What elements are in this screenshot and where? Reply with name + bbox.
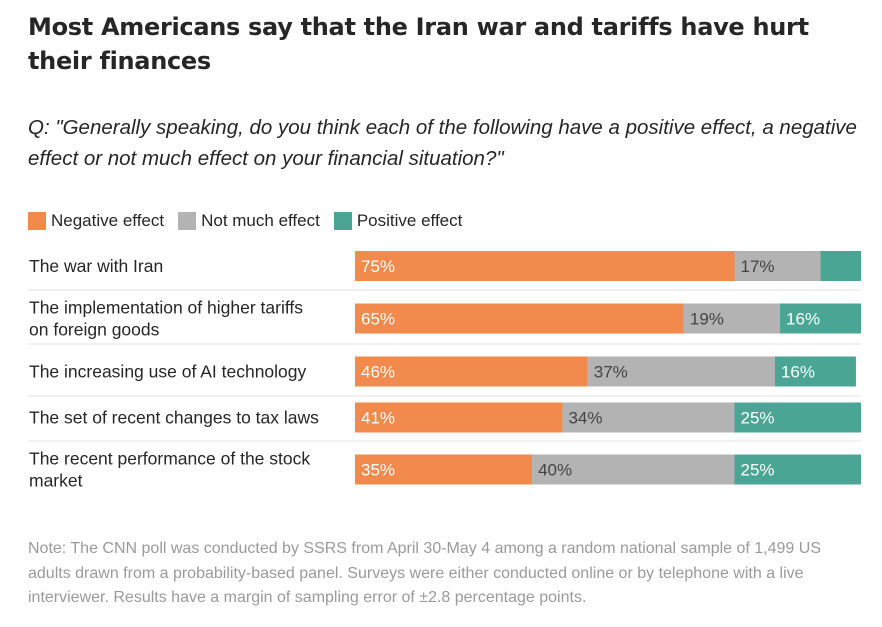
bar-segment-not-much [734,251,821,281]
category-label: The increasing use of AI technology [29,362,307,382]
data-label-positive: 16% [786,310,820,329]
legend-item-not-much: Not much effect [178,211,320,231]
category-label: The implementation of higher tariffs on f… [29,298,303,340]
legend-label-not-much: Not much effect [201,211,320,230]
bar-segment-positive [780,303,861,334]
legend-label-positive: Positive effect [356,211,463,230]
category-label: The set of recent changes to tax laws [29,408,319,428]
legend-swatch-positive [333,212,352,230]
bar-segment-negative [355,303,684,334]
bar-segment-not-much [562,402,735,433]
chart-title: Most Americans say that the Iran war and… [28,13,809,75]
bar-segment-negative [355,356,588,387]
data-label-negative: 35% [361,461,395,480]
bar-segment-not-much [683,303,781,334]
data-label-not-much: 34% [568,409,602,428]
legend-swatch-not-much [178,212,197,230]
data-label-not-much: 19% [690,310,724,329]
category-label: The recent performance of the stock marke… [29,449,310,491]
data-label-negative: 46% [361,363,395,382]
data-label-negative: 75% [361,257,395,276]
bar-segment-positive [774,356,856,387]
data-label-negative: 41% [361,409,395,428]
survey-question: Q: "Generally speaking, do you think eac… [28,116,857,170]
data-label-positive: 16% [781,363,815,382]
bar-segment-not-much [532,454,735,485]
legend-label-negative: Negative effect [51,211,165,230]
legend-swatch-negative [28,212,46,230]
legend-item-negative: Negative effect [28,211,164,231]
data-label-not-much: 37% [594,363,628,382]
methodology-note: Note: The CNN poll was conducted by SSRS… [28,540,821,606]
bar-segment-negative [355,454,533,485]
bar-segment-positive [734,402,861,433]
data-label-negative: 65% [361,310,395,329]
bar-segment-negative [355,402,563,433]
data-label-positive: 25% [741,461,775,480]
legend-item-positive: Positive effect [333,211,463,231]
legend: Negative effect Not much effect Positive… [28,209,476,233]
bar-segment-positive [820,251,861,281]
bar-segment-negative [355,251,735,281]
data-label-not-much: 17% [741,257,775,276]
bar-segment-positive [734,454,861,485]
data-label-positive: 25% [741,409,775,428]
bar-segment-not-much [587,356,775,387]
data-label-not-much: 40% [538,461,572,480]
category-label: The war with Iran [29,256,163,276]
